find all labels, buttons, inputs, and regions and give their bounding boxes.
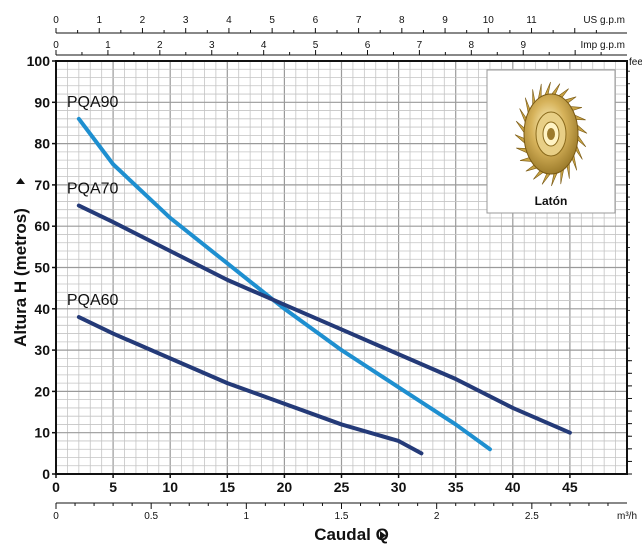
chart-labels: Caudal Q Altura H (metros) PQA90 PQA70 PQA60 <box>11 94 389 544</box>
series-line-pqa70 <box>76 203 572 435</box>
series-line-pqa90 <box>76 116 492 452</box>
us-gpm-tick-label: 7 <box>356 15 362 26</box>
m3h-tick-label: 0 <box>53 511 59 522</box>
us-gpm-tick-label: 1 <box>96 15 102 26</box>
x-tick-label: 0 <box>52 479 60 495</box>
us-gpm-tick-label: 9 <box>442 15 448 26</box>
inset-caption: Latón <box>535 194 568 208</box>
y-tick-label: 40 <box>34 301 50 317</box>
imp-gpm-tick-label: 0 <box>53 40 59 51</box>
y-tick-label: 20 <box>34 383 50 399</box>
x-tick-label: 30 <box>391 479 407 495</box>
y-tick-label: 10 <box>34 425 50 441</box>
series-line-pqa60 <box>76 315 424 456</box>
imp-gpm-tick-label: 8 <box>469 40 475 51</box>
imp-gpm-tick-label: 7 <box>417 40 423 51</box>
y-axis-arrow-icon <box>16 178 25 184</box>
us-gpm-unit-label: US g.p.m <box>583 15 625 26</box>
imp-gpm-tick-label: 6 <box>365 40 371 51</box>
y-tick-label: 0 <box>42 466 50 482</box>
m3h-tick-label: 2.5 <box>525 511 539 522</box>
y-axis-title: Altura H (metros) <box>11 208 30 347</box>
m3h-tick-label: 0.5 <box>144 511 158 522</box>
x-tick-label: 10 <box>162 479 178 495</box>
y-tick-label: 100 <box>27 53 51 69</box>
x-tick-label: 40 <box>505 479 521 495</box>
us-gpm-tick-label: 6 <box>313 15 319 26</box>
imp-gpm-tick-label: 5 <box>313 40 319 51</box>
y-tick-label: 70 <box>34 177 50 193</box>
imp-gpm-tick-label: 4 <box>261 40 267 51</box>
y-tick-label: 90 <box>34 94 50 110</box>
x-tick-label: 45 <box>562 479 578 495</box>
feet-unit-label: feet <box>629 57 642 68</box>
x-tick-label: 25 <box>334 479 350 495</box>
x-tick-label: 15 <box>220 479 236 495</box>
x-tick-label: 5 <box>109 479 117 495</box>
us-gpm-tick-label: 2 <box>140 15 146 26</box>
us-gpm-tick-label: 8 <box>399 15 405 26</box>
chart-series <box>76 116 572 456</box>
imp-gpm-tick-label: 2 <box>157 40 163 51</box>
imp-gpm-tick-label: 9 <box>520 40 526 51</box>
y-tick-label: 50 <box>34 260 50 276</box>
series-label-pqa70: PQA70 <box>67 181 119 198</box>
us-gpm-tick-label: 11 <box>526 15 537 26</box>
imp-gpm-tick-label: 1 <box>105 40 111 51</box>
m3h-tick-label: 1.5 <box>335 511 349 522</box>
brass-impeller-icon <box>514 81 588 187</box>
x-tick-label: 20 <box>277 479 293 495</box>
m3h-unit-label: m³/h <box>617 511 637 522</box>
series-label-pqa60: PQA60 <box>67 292 119 309</box>
us-gpm-tick-label: 4 <box>226 15 232 26</box>
y-tick-label: 80 <box>34 136 50 152</box>
impeller-inset: Latón <box>486 69 616 214</box>
us-gpm-tick-label: 5 <box>269 15 275 26</box>
x-axis-title: Caudal Q <box>314 525 389 544</box>
m3h-tick-label: 2 <box>434 511 440 522</box>
imp-gpm-tick-label: 3 <box>209 40 215 51</box>
us-gpm-tick-label: 3 <box>183 15 189 26</box>
y-tick-label: 60 <box>34 218 50 234</box>
us-gpm-tick-label: 10 <box>483 15 495 26</box>
x-tick-label: 35 <box>448 479 464 495</box>
series-label-pqa90: PQA90 <box>67 94 119 111</box>
imp-gpm-unit-label: Imp g.p.m <box>581 40 625 51</box>
y-tick-label: 30 <box>34 342 50 358</box>
us-gpm-tick-label: 0 <box>53 15 59 26</box>
m3h-tick-label: 1 <box>244 511 250 522</box>
x-axis-arrow-icon <box>380 531 386 540</box>
